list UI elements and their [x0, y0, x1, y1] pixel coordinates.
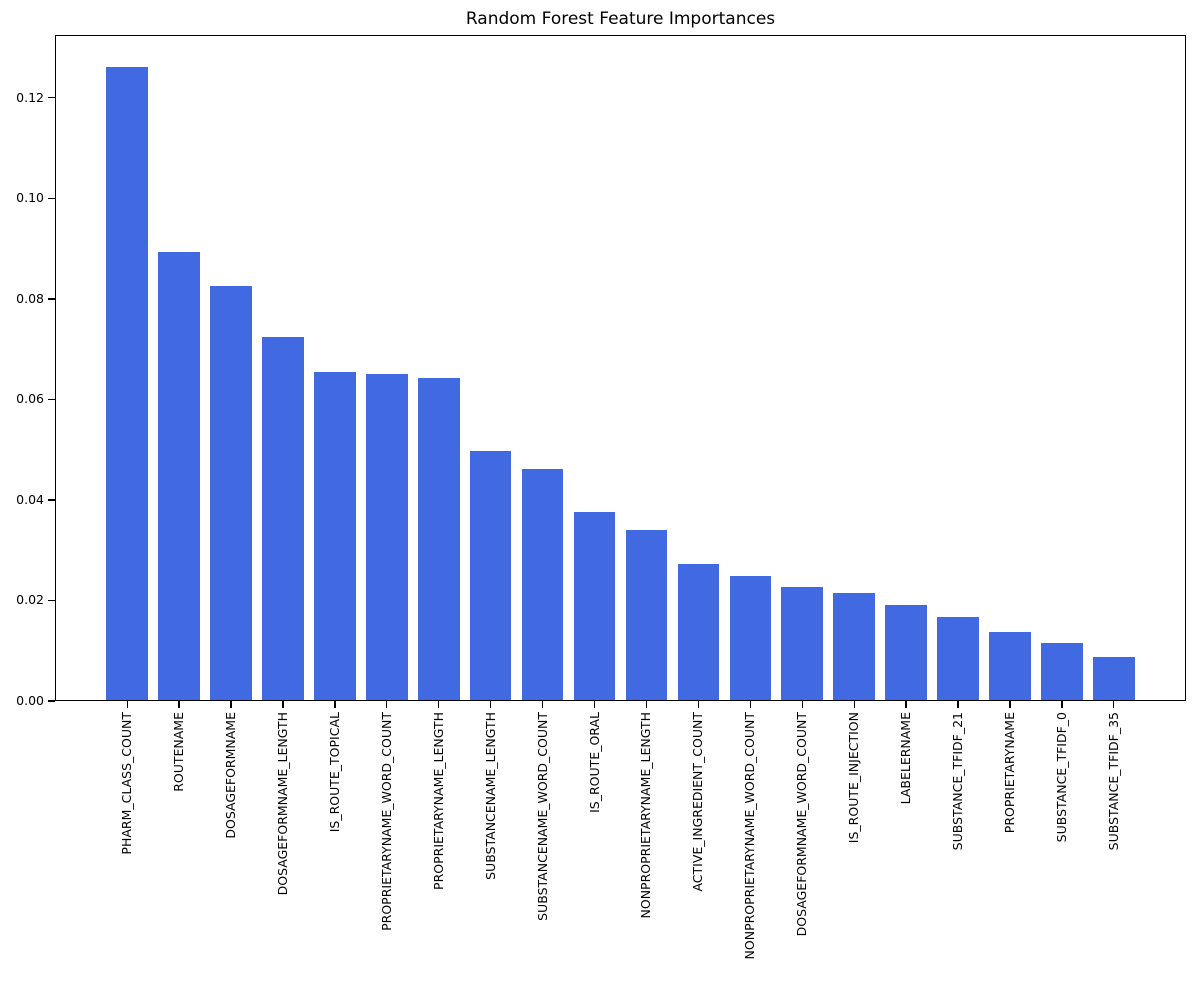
x-tick-label: SUBSTANCE_TFIDF_21 — [950, 712, 966, 851]
y-tick-mark — [48, 97, 55, 99]
x-tick-label: NONPROPRIETARYNAME_LENGTH — [638, 712, 654, 919]
y-tick-label: 0.08 — [16, 290, 44, 306]
x-tick-mark — [386, 701, 388, 708]
bar-PROPRIETARYNAME — [989, 632, 1031, 700]
x-tick-label: ACTIVE_INGREDIENT_COUNT — [690, 712, 706, 892]
x-tick-label: DOSAGEFORMNAME_LENGTH — [274, 712, 290, 896]
x-tick-mark — [1061, 701, 1063, 708]
x-tick-mark — [905, 701, 907, 708]
bar-SUBSTANCE_TFIDF_35 — [1093, 656, 1135, 700]
bar-SUBSTANCENAME_WORD_COUNT — [521, 469, 564, 700]
x-tick-label: PROPRIETARYNAME_LENGTH — [430, 712, 446, 890]
x-tick-mark — [853, 701, 855, 708]
x-tick-mark — [230, 701, 232, 708]
bar-SUBSTANCE_TFIDF_21 — [937, 616, 979, 700]
chart-title: Random Forest Feature Importances — [465, 9, 776, 29]
x-tick-label: IS_ROUTE_ORAL — [586, 712, 602, 813]
bar-NONPROPRIETARYNAME_WORD_COUNT — [729, 576, 772, 700]
x-tick-mark — [1113, 701, 1115, 708]
bar-PROPRIETARYNAME_LENGTH — [417, 378, 460, 700]
x-tick-label: SUBSTANCE_TFIDF_35 — [1105, 712, 1121, 851]
y-tick-label: 0.06 — [16, 391, 44, 407]
bar-LABELERNAME — [885, 605, 927, 700]
y-tick-mark — [48, 398, 55, 401]
x-tick-mark — [178, 701, 180, 708]
x-tick-label: IS_ROUTE_INJECTION — [846, 712, 862, 844]
y-tick-mark — [48, 298, 55, 300]
bar-DOSAGEFORMNAME — [210, 285, 252, 700]
x-tick-label: PHARM_CLASS_COUNT — [119, 712, 135, 855]
x-tick-mark — [749, 701, 751, 708]
bar-PHARM_CLASS_COUNT — [106, 66, 148, 700]
y-tick-label: 0.02 — [16, 592, 44, 608]
x-tick-label: IS_ROUTE_TOPICAL — [326, 712, 342, 833]
y-tick-mark — [48, 700, 55, 702]
x-tick-label: DOSAGEFORMNAME_WORD_COUNT — [794, 712, 810, 937]
x-tick-label: SUBSTANCENAME_LENGTH — [482, 712, 498, 880]
bar-IS_ROUTE_ORAL — [573, 512, 616, 700]
y-tick-label: 0.10 — [16, 190, 44, 206]
y-tick-label: 0.00 — [16, 693, 44, 708]
x-tick-label: SUBSTANCENAME_WORD_COUNT — [534, 712, 550, 921]
x-tick-mark — [957, 701, 959, 708]
x-tick-mark — [697, 701, 700, 708]
bar-IS_ROUTE_INJECTION — [833, 593, 875, 700]
x-tick-label: ROUTENAME — [171, 712, 187, 792]
x-tick-mark — [438, 701, 440, 708]
y-tick-label: 0.12 — [16, 89, 44, 105]
y-tick-mark — [48, 599, 55, 602]
bar-NONPROPRIETARYNAME_LENGTH — [625, 530, 668, 700]
x-tick-label: LABELERNAME — [898, 712, 914, 805]
y-tick-mark — [48, 499, 55, 501]
y-tick-mark — [48, 197, 55, 199]
bar-ROUTENAME — [158, 251, 200, 700]
x-tick-label: NONPROPRIETARYNAME_WORD_COUNT — [742, 712, 758, 960]
y-tick-label: 0.04 — [16, 491, 44, 507]
bar-SUBSTANCENAME_LENGTH — [469, 451, 512, 700]
x-tick-mark — [1009, 701, 1011, 708]
bar-DOSAGEFORMNAME_LENGTH — [262, 336, 304, 700]
x-tick-label: SUBSTANCE_TFIDF_0 — [1053, 712, 1069, 843]
x-tick-mark — [593, 701, 596, 708]
x-tick-mark — [126, 701, 128, 708]
bar-IS_ROUTE_TOPICAL — [314, 371, 356, 700]
x-tick-mark — [282, 701, 284, 708]
bar-SUBSTANCE_TFIDF_0 — [1041, 642, 1083, 700]
bar-DOSAGEFORMNAME_WORD_COUNT — [781, 587, 823, 700]
x-tick-mark — [334, 701, 336, 708]
x-tick-mark — [801, 701, 803, 708]
bar-ACTIVE_INGREDIENT_COUNT — [677, 564, 720, 700]
x-tick-mark — [490, 701, 492, 708]
x-tick-label: PROPRIETARYNAME — [1001, 712, 1017, 834]
x-tick-label: PROPRIETARYNAME_WORD_COUNT — [378, 712, 394, 931]
bar-PROPRIETARYNAME_WORD_COUNT — [366, 374, 408, 700]
x-tick-mark — [541, 701, 544, 708]
x-tick-mark — [645, 701, 648, 708]
x-tick-label: DOSAGEFORMNAME — [223, 712, 239, 839]
